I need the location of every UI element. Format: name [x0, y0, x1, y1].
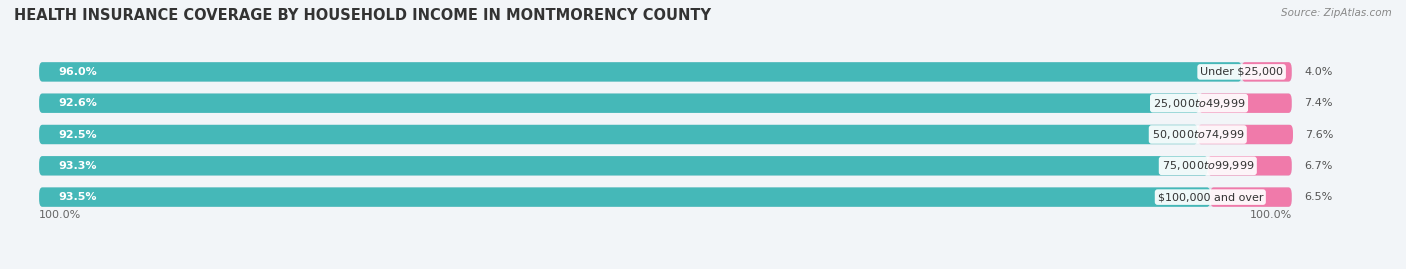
- Text: 6.7%: 6.7%: [1305, 161, 1333, 171]
- FancyBboxPatch shape: [39, 187, 1211, 207]
- FancyBboxPatch shape: [39, 187, 1292, 207]
- FancyBboxPatch shape: [1211, 187, 1292, 207]
- Text: 92.6%: 92.6%: [58, 98, 97, 108]
- Text: 93.5%: 93.5%: [58, 192, 97, 202]
- Text: 4.0%: 4.0%: [1305, 67, 1333, 77]
- Text: 92.5%: 92.5%: [58, 129, 97, 140]
- FancyBboxPatch shape: [39, 125, 1292, 144]
- Text: 7.6%: 7.6%: [1306, 129, 1334, 140]
- Text: 6.5%: 6.5%: [1305, 192, 1333, 202]
- Text: $50,000 to $74,999: $50,000 to $74,999: [1152, 128, 1244, 141]
- Text: 93.3%: 93.3%: [58, 161, 97, 171]
- FancyBboxPatch shape: [1208, 156, 1292, 175]
- Text: Under $25,000: Under $25,000: [1201, 67, 1284, 77]
- Text: 100.0%: 100.0%: [1250, 210, 1292, 220]
- FancyBboxPatch shape: [39, 125, 1198, 144]
- Text: 100.0%: 100.0%: [39, 210, 82, 220]
- FancyBboxPatch shape: [39, 62, 1241, 82]
- Text: 7.4%: 7.4%: [1305, 98, 1333, 108]
- FancyBboxPatch shape: [39, 156, 1292, 175]
- Text: 96.0%: 96.0%: [58, 67, 97, 77]
- FancyBboxPatch shape: [1241, 62, 1292, 82]
- Text: $25,000 to $49,999: $25,000 to $49,999: [1153, 97, 1246, 110]
- Text: Source: ZipAtlas.com: Source: ZipAtlas.com: [1281, 8, 1392, 18]
- FancyBboxPatch shape: [1199, 94, 1292, 113]
- FancyBboxPatch shape: [39, 62, 1292, 82]
- FancyBboxPatch shape: [39, 156, 1208, 175]
- Text: HEALTH INSURANCE COVERAGE BY HOUSEHOLD INCOME IN MONTMORENCY COUNTY: HEALTH INSURANCE COVERAGE BY HOUSEHOLD I…: [14, 8, 711, 23]
- Text: $75,000 to $99,999: $75,000 to $99,999: [1161, 159, 1254, 172]
- FancyBboxPatch shape: [39, 94, 1292, 113]
- Text: $100,000 and over: $100,000 and over: [1157, 192, 1263, 202]
- FancyBboxPatch shape: [1198, 125, 1294, 144]
- FancyBboxPatch shape: [39, 94, 1199, 113]
